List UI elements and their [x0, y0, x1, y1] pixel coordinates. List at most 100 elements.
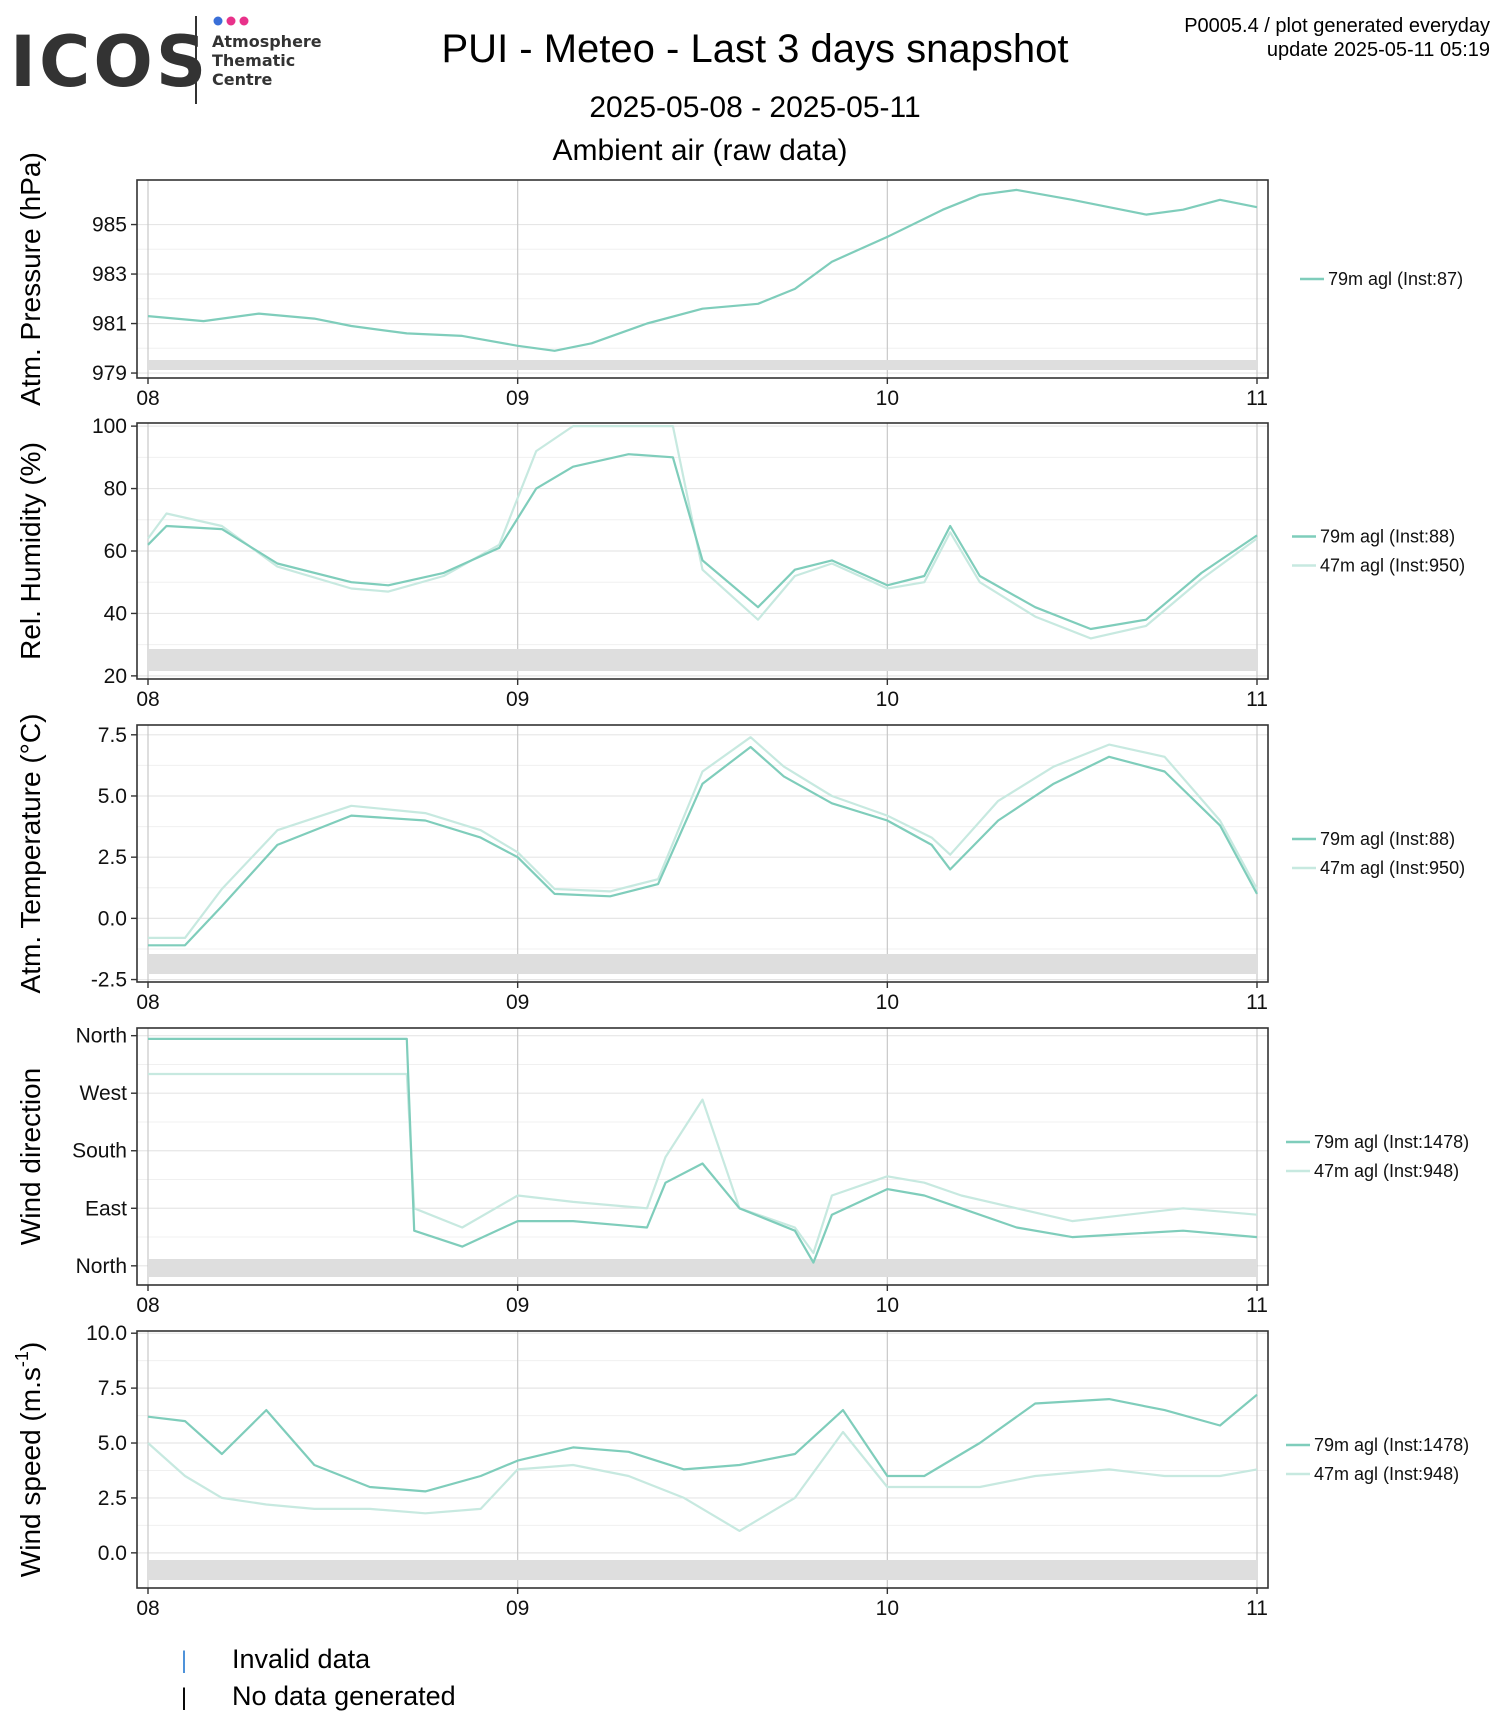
logo-sub-line-1: Atmosphere	[212, 32, 322, 51]
y-axis-label-superscript: -1	[12, 1351, 32, 1367]
panel-1: 979 981 983 985 08 09 10 11 Atm. Pressure (hPa) 7…	[15, 152, 1463, 410]
footer-legend: | Invalid data | No data generated	[181, 1644, 456, 1711]
x-tick-label: 10	[876, 1597, 899, 1620]
logo-dot	[239, 16, 249, 26]
panel-4: North East South West North 08 09 10 11 Wind dire…	[15, 1025, 1469, 1317]
legend-label: 79m agl (Inst:88)	[1320, 527, 1455, 547]
x-tick-label: 09	[506, 1294, 529, 1317]
date-range: 2025-05-08 - 2025-05-11	[589, 91, 920, 124]
y-tick-label: East	[85, 1197, 127, 1220]
y-tick-label: 2.5	[98, 1487, 127, 1510]
series-line-47m	[147, 1430, 1258, 1532]
y-tick-label: 40	[104, 602, 127, 625]
panel-border	[136, 1330, 1269, 1589]
panels: 979 981 983 985 08 09 10 11 Atm. Pressure (hPa) 7…	[12, 152, 1469, 1620]
no-data-mark: |	[181, 1684, 187, 1711]
logo-dot	[213, 16, 223, 26]
y-axis-label: Atm. Pressure (hPa)	[15, 152, 46, 406]
y-tick-label: 10.0	[86, 1322, 127, 1345]
panel-border	[136, 1027, 1269, 1286]
data-availability-band	[148, 954, 1257, 974]
y-tick-label: 5.0	[98, 1432, 127, 1455]
legend-label: 79m agl (Inst:88)	[1320, 829, 1455, 849]
series-line-79m	[148, 745, 1258, 947]
x-tick-label: 11	[1246, 688, 1268, 711]
series-line-47m	[148, 1072, 1258, 1255]
y-tick-label: North	[76, 1255, 127, 1278]
x-tick-label: 11	[1246, 1294, 1268, 1317]
plot-area	[137, 1331, 1268, 1588]
x-tick-label: 10	[876, 688, 899, 711]
series-line-47m	[148, 736, 1258, 939]
logo-word: ICOS	[10, 21, 209, 103]
icos-logo: ICOS Atmosphere Thematic Centre	[10, 16, 322, 104]
logo-sub-line-2: Thematic	[212, 51, 295, 70]
y-tick-label: 20	[104, 665, 127, 688]
x-tick-label: 09	[506, 688, 529, 711]
y-tick-label: 100	[92, 415, 127, 438]
y-tick-label: 80	[104, 478, 127, 501]
data-availability-band	[148, 360, 1257, 370]
y-axis-label: Wind direction	[15, 1068, 46, 1245]
page-title: PUI - Meteo - Last 3 days snapshot	[442, 27, 1069, 71]
y-tick-label: 60	[104, 540, 127, 563]
y-tick-label: 0.0	[98, 907, 127, 930]
x-tick-label: 11	[1246, 991, 1268, 1014]
x-tick-label: 08	[136, 991, 159, 1014]
y-tick-label: South	[72, 1140, 127, 1163]
meta-line-2: update 2025-05-11 05:19	[1267, 39, 1490, 61]
x-tick-label: 10	[876, 387, 899, 410]
y-axis-label-end: )	[15, 1342, 46, 1351]
y-tick-label: 985	[92, 214, 127, 237]
x-tick-label: 09	[506, 991, 529, 1014]
data-availability-band	[148, 1560, 1257, 1580]
legend-label: 47m agl (Inst:950)	[1320, 556, 1465, 576]
logo-dot	[226, 16, 236, 26]
series-line-79m	[147, 453, 1258, 631]
plot-area	[137, 725, 1268, 982]
legend-label: 47m agl (Inst:948)	[1314, 1161, 1459, 1181]
x-tick-label: 08	[136, 688, 159, 711]
panel-border	[136, 724, 1269, 983]
x-tick-label: 11	[1246, 387, 1268, 410]
plot-area	[137, 180, 1268, 378]
subtitle: Ambient air (raw data)	[552, 134, 847, 167]
logo-sub-line-3: Centre	[212, 70, 273, 89]
series-line-79m	[147, 1393, 1258, 1493]
panel-2: 20 40 60 80 100 08 09 10 11 Rel. Humidity (%) 79m …	[15, 415, 1465, 711]
legend-label: 79m agl (Inst:87)	[1328, 269, 1463, 289]
series-line-79m	[147, 188, 1258, 352]
legend-label: 79m agl (Inst:1478)	[1314, 1435, 1469, 1455]
data-availability-band	[148, 1259, 1257, 1277]
x-tick-label: 08	[136, 1294, 159, 1317]
y-tick-label: 981	[92, 313, 127, 336]
x-tick-label: 08	[136, 1597, 159, 1620]
legend-label: 47m agl (Inst:948)	[1314, 1464, 1459, 1484]
y-tick-label: 0.0	[98, 1542, 127, 1565]
invalid-data-mark: |	[181, 1647, 187, 1674]
legend-label: 79m agl (Inst:1478)	[1314, 1132, 1469, 1152]
panel-3: -2.5 0.0 2.5 5.0 7.5 08 09 10 11 Atm. Temperature…	[15, 714, 1465, 1014]
y-tick-label: West	[80, 1082, 128, 1105]
y-tick-label: 7.5	[98, 1377, 127, 1400]
x-tick-label: 09	[506, 1597, 529, 1620]
y-axis-label: Wind speed (m.s-1)	[12, 1342, 46, 1577]
y-tick-label: 2.5	[98, 846, 127, 869]
y-axis-label: Atm. Temperature (°C)	[15, 714, 46, 994]
invalid-data-label: Invalid data	[232, 1644, 371, 1674]
panel-5: 0.0 2.5 5.0 7.5 10.0 08 09 10 11 Wind speed (m.s-…	[12, 1322, 1469, 1620]
y-tick-label: 7.5	[98, 724, 127, 747]
no-data-label: No data generated	[232, 1681, 456, 1711]
y-axis-label: Rel. Humidity (%)	[15, 442, 46, 660]
x-tick-label: 10	[876, 1294, 899, 1317]
x-tick-label: 09	[506, 387, 529, 410]
plot-area	[137, 1028, 1268, 1285]
y-tick-label: -2.5	[91, 969, 127, 992]
series-line-79m	[148, 1037, 1258, 1264]
data-availability-band	[148, 649, 1257, 671]
meta-line-1: P0005.4 / plot generated everyday	[1184, 15, 1490, 37]
y-tick-label: 5.0	[98, 785, 127, 808]
y-tick-label: 979	[92, 362, 127, 385]
